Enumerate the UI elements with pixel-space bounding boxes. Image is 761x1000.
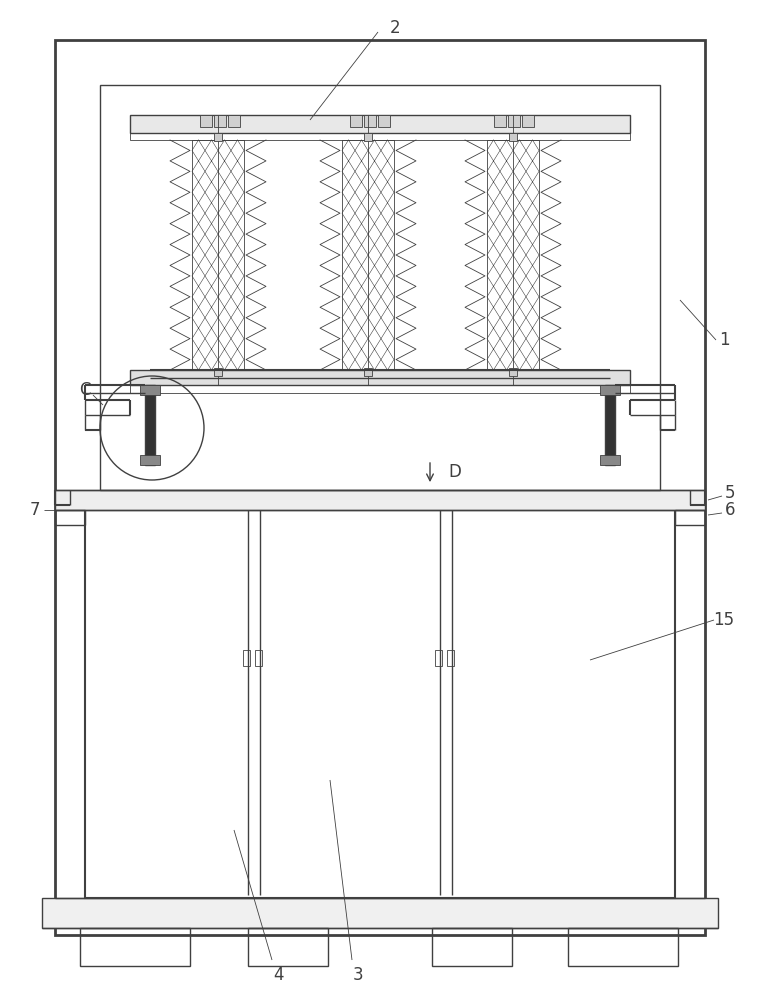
Bar bbox=[130, 370, 630, 385]
Text: 6: 6 bbox=[724, 501, 735, 519]
Text: 7: 7 bbox=[30, 501, 40, 519]
Bar bbox=[85, 510, 675, 898]
Text: 2: 2 bbox=[390, 19, 400, 37]
Bar bbox=[342, 140, 394, 370]
Bar bbox=[600, 385, 620, 395]
Bar bbox=[600, 455, 620, 465]
Bar bbox=[364, 133, 372, 141]
Bar bbox=[378, 115, 390, 127]
Bar bbox=[55, 490, 705, 510]
Bar bbox=[55, 40, 705, 935]
Bar bbox=[130, 133, 630, 140]
Bar bbox=[140, 455, 160, 465]
Bar bbox=[447, 650, 454, 666]
Text: 4: 4 bbox=[272, 966, 283, 984]
Text: 1: 1 bbox=[718, 331, 729, 349]
Bar bbox=[192, 140, 244, 370]
Bar bbox=[214, 115, 226, 127]
Bar bbox=[228, 115, 240, 127]
Bar bbox=[364, 115, 376, 127]
Bar bbox=[509, 133, 517, 141]
Bar bbox=[435, 650, 442, 666]
Bar bbox=[364, 368, 372, 376]
Bar bbox=[522, 115, 534, 127]
Bar bbox=[214, 133, 222, 141]
Bar bbox=[605, 385, 615, 465]
Text: 5: 5 bbox=[724, 484, 735, 502]
Bar bbox=[568, 928, 678, 966]
Bar bbox=[508, 115, 520, 127]
Bar bbox=[494, 115, 506, 127]
Bar bbox=[100, 85, 660, 490]
Bar bbox=[509, 368, 517, 376]
Text: 3: 3 bbox=[352, 966, 363, 984]
Bar bbox=[243, 650, 250, 666]
Bar bbox=[80, 928, 190, 966]
Bar bbox=[145, 385, 155, 465]
Bar bbox=[214, 368, 222, 376]
Bar bbox=[350, 115, 362, 127]
Bar bbox=[140, 385, 160, 395]
Bar bbox=[200, 115, 212, 127]
Bar bbox=[255, 650, 262, 666]
Bar bbox=[487, 140, 539, 370]
Bar bbox=[130, 115, 630, 133]
Text: C: C bbox=[79, 381, 91, 399]
Bar bbox=[130, 385, 630, 393]
Bar bbox=[432, 928, 512, 966]
Bar bbox=[248, 928, 328, 966]
Text: D: D bbox=[448, 463, 461, 481]
Bar bbox=[42, 898, 718, 928]
Text: 15: 15 bbox=[714, 611, 734, 629]
